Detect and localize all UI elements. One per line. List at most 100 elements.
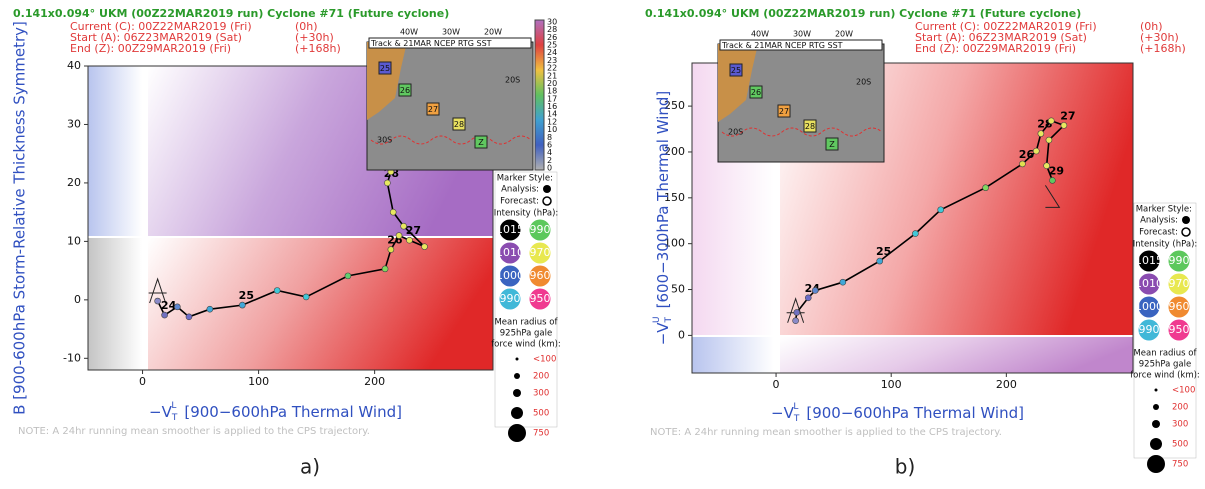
region-background — [692, 337, 774, 373]
inset-lat-label: 20S — [505, 76, 520, 85]
header-title: 0.141x0.094° UKM (00Z22MAR2019 run) Cycl… — [13, 7, 449, 20]
point-label: 24 — [805, 282, 821, 295]
x-tick-label: 200 — [364, 375, 385, 388]
legend-symbol — [1182, 228, 1190, 236]
y-tick-label: 50 — [671, 283, 685, 296]
caption: a) — [300, 455, 320, 479]
x-tick-label: 0 — [139, 375, 146, 388]
axis-label: −VTU[600−300hPa Thermal Wind] — [652, 91, 674, 346]
trajectory-point — [912, 231, 918, 237]
inset-track-label: 27 — [428, 105, 438, 114]
inset-lat-label: 20S — [728, 128, 743, 137]
inset-lon-label: 40W — [751, 30, 769, 39]
trajectory-point — [793, 318, 799, 324]
legend-text: Marker Style: — [497, 174, 553, 184]
radius-label: 200 — [1172, 403, 1188, 413]
point-label: 29 — [1049, 164, 1064, 177]
intensity-label: 990 — [500, 292, 521, 305]
intensity-label: 990 — [530, 223, 551, 236]
header-title: 0.141x0.094° UKM (00Z22MAR2019 run) Cycl… — [645, 7, 1081, 20]
axis-text: [900−600hPa Thermal Wind] — [184, 403, 402, 421]
trajectory-point — [396, 233, 402, 239]
inset-track-label: 28 — [454, 120, 464, 129]
radius-swatch — [1153, 404, 1159, 410]
y-tick-label: 20 — [67, 176, 81, 189]
intensity-label: 1015 — [1135, 254, 1163, 267]
axis-superscript: L — [793, 402, 798, 412]
trajectory-point — [207, 306, 213, 312]
legend-text: 925hPa gale — [500, 329, 552, 339]
trajectory-point — [877, 258, 883, 264]
trajectory-point — [388, 247, 394, 253]
radius-swatch — [1152, 420, 1160, 428]
inset-lon-label: 40W — [400, 28, 418, 37]
x-tick-label: 100 — [881, 378, 902, 391]
trajectory-point — [384, 180, 390, 186]
trajectory-point — [794, 309, 800, 315]
inset-track-label: Z — [829, 140, 835, 149]
axis-label: −VTL[900−600hPa Thermal Wind] — [149, 401, 402, 423]
y-tick-label: 30 — [67, 117, 81, 130]
trajectory-point — [1049, 177, 1055, 183]
inset-lon-label: 20W — [484, 28, 502, 37]
inset-title: Track & 21MAR NCEP RTG SST — [370, 39, 492, 48]
intensity-label: 1015 — [496, 223, 524, 236]
radius-swatch — [514, 373, 520, 379]
inset-colorbar — [535, 20, 544, 170]
inset-title: Track & 21MAR NCEP RTG SST — [721, 41, 843, 50]
header-row: End (Z): 00Z29MAR2019 (Fri) — [915, 42, 1076, 55]
radius-swatch — [1150, 438, 1162, 450]
legend-symbol — [1182, 216, 1190, 224]
trajectory-point — [390, 209, 396, 215]
trajectory-point — [303, 294, 309, 300]
inset-track-label: 26 — [400, 86, 410, 95]
trajectory-point — [805, 295, 811, 301]
note: NOTE: A 24hr running mean smoother is ap… — [650, 427, 1002, 438]
trajectory-point — [382, 266, 388, 272]
radius-label: 500 — [1172, 440, 1188, 450]
x-tick-label: 200 — [996, 378, 1017, 391]
trajectory-point — [174, 304, 180, 310]
radius-swatch — [1147, 455, 1165, 473]
axis-symbol: −V — [149, 403, 173, 421]
y-tick-label: 40 — [67, 59, 81, 72]
radius-swatch — [516, 358, 519, 361]
point-label: 26 — [1019, 148, 1035, 161]
header-lead: (+168h) — [1140, 42, 1186, 55]
y-tick-label: 0 — [678, 328, 685, 341]
y-axis-label: B [900-600hPa Storm-Relative Thickness S… — [11, 21, 29, 415]
point-label: 24 — [161, 299, 177, 312]
intensity-label: 960 — [1169, 300, 1190, 313]
region-background — [88, 238, 142, 370]
radius-label: 750 — [1172, 460, 1188, 470]
trajectory-point — [239, 302, 245, 308]
inset-track-label: Z — [478, 138, 484, 147]
axis-label: −VTL[900−600hPa Thermal Wind] — [771, 402, 1024, 424]
trajectory-point — [1048, 118, 1054, 124]
intensity-label: 990 — [1169, 254, 1190, 267]
legend-text: Mean radius of — [1133, 349, 1197, 359]
inset-lat-label: 30S — [377, 136, 392, 145]
inset-lon-label: 30W — [442, 28, 460, 37]
axis-text: [600−300hPa Thermal Wind] — [654, 91, 672, 309]
legend-symbol — [543, 185, 551, 193]
legend-text: Intensity (hPa): — [494, 209, 559, 219]
y-tick-label: 0 — [74, 293, 81, 306]
trajectory-point — [1033, 148, 1039, 154]
note: NOTE: A 24hr running mean smoother is ap… — [18, 426, 370, 437]
axis-subscript: T — [793, 414, 800, 424]
legend-text: Analysis: — [501, 185, 539, 195]
region-background — [88, 66, 142, 236]
legend-text: 925hPa gale — [1139, 360, 1191, 370]
radius-swatch — [508, 424, 526, 442]
legend-text: force wind (km): — [491, 340, 561, 350]
radius-swatch — [513, 389, 521, 397]
inset-lat-label: 20S — [856, 78, 871, 87]
trajectory-point — [1019, 161, 1025, 167]
radius-swatch — [1155, 389, 1158, 392]
trajectory-point — [422, 244, 428, 250]
radius-label: <100 — [533, 355, 556, 365]
legend-symbol — [543, 197, 551, 205]
y-tick-label: 10 — [67, 234, 81, 247]
intensity-label: 1010 — [1135, 277, 1163, 290]
